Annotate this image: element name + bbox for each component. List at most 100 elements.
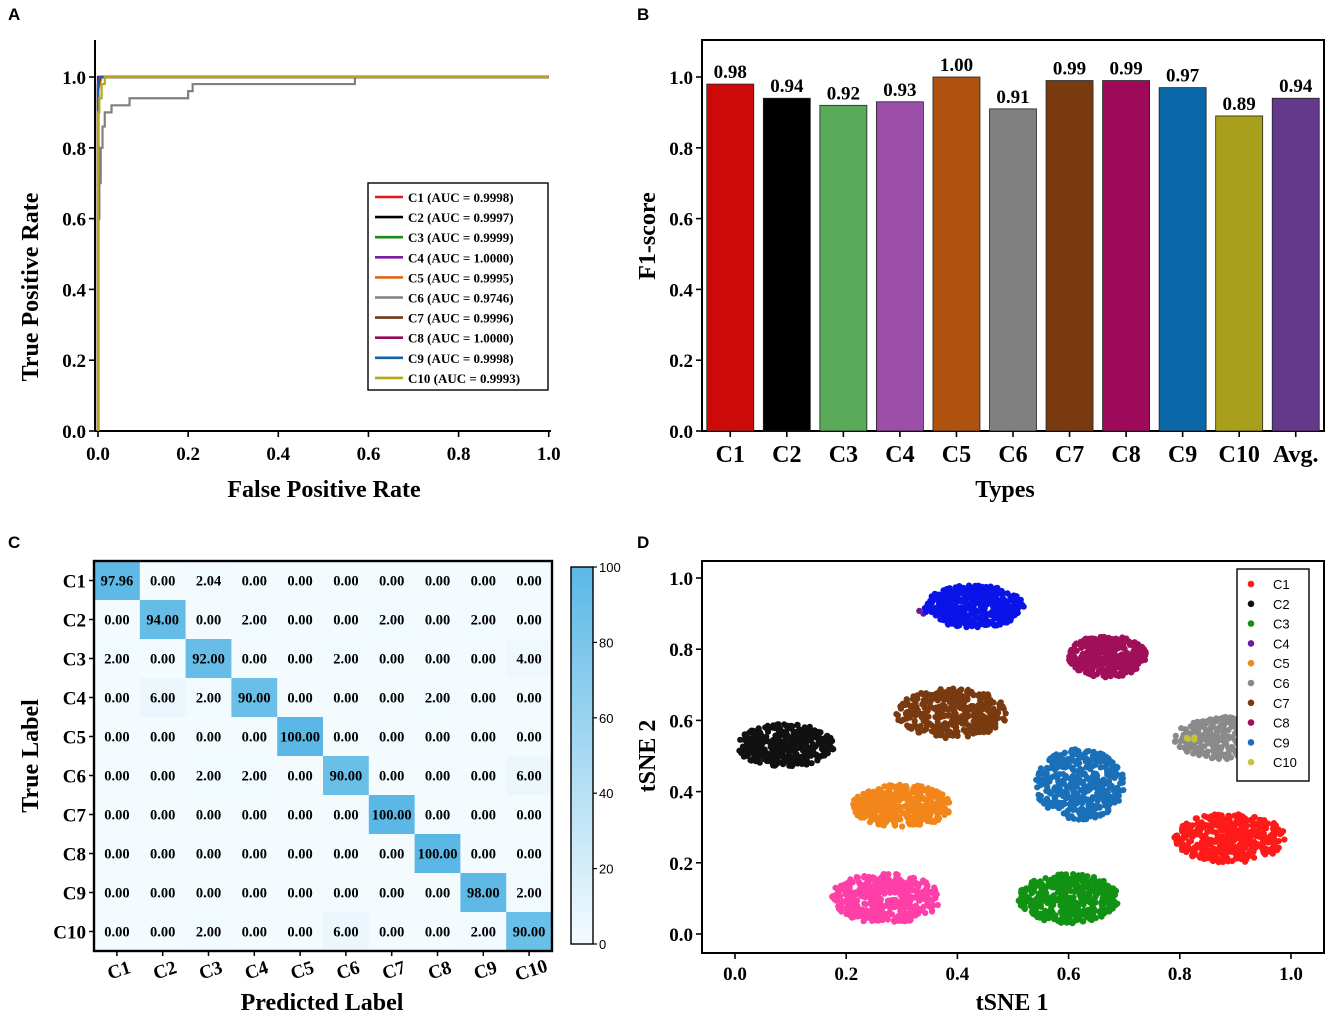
tsne-legend-marker: [1247, 679, 1255, 687]
f1-x-tick-label: C2: [772, 442, 801, 468]
cm-x-tick-label: C3: [197, 957, 226, 984]
cm-cell: [185, 912, 232, 952]
tsne-point: [910, 874, 917, 881]
tsne-point: [914, 884, 922, 891]
cm-x-axis-title: Predicted Label: [241, 990, 404, 1016]
tsne-point: [858, 906, 866, 913]
cm-cell-value: 0.00: [196, 730, 221, 746]
tsne-point: [886, 909, 893, 916]
tsne-point: [794, 744, 802, 751]
tsne-point: [915, 783, 922, 790]
tsne-point: [1071, 642, 1078, 649]
tsne-point: [868, 800, 876, 807]
tsne-point: [942, 809, 949, 816]
tsne-point: [1242, 815, 1249, 822]
tsne-point: [935, 692, 942, 699]
f1-bar-value-label: 0.92: [827, 83, 860, 104]
tsne-point: [916, 607, 923, 615]
tsne-legend-marker: [1247, 620, 1255, 627]
cm-y-tick-label: C5: [63, 728, 86, 749]
tsne-point: [771, 762, 778, 769]
f1-y-tick-label: 0.2: [669, 351, 693, 372]
tsne-point: [954, 622, 961, 630]
tsne-point: [987, 710, 994, 717]
cm-cell-value: 0.00: [379, 691, 404, 707]
f1-x-tick-label: C5: [942, 442, 971, 468]
tsne-point: [1031, 902, 1038, 909]
tsne-point: [964, 688, 971, 695]
cm-y-tick-label: C4: [63, 689, 87, 710]
tsne-cluster-c1: [1171, 811, 1288, 866]
tsne-point: [1223, 822, 1230, 829]
tsne-point: [872, 907, 879, 914]
tsne-point: [1057, 883, 1064, 891]
tsne-point: [1270, 846, 1277, 853]
f1-bar-value-label: 1.00: [940, 55, 973, 76]
tsne-point: [957, 598, 964, 605]
tsne-point: [868, 816, 875, 823]
tsne-point: [873, 792, 880, 800]
cm-cell: [506, 639, 553, 679]
tsne-point: [1232, 830, 1239, 837]
tsne-point: [1215, 822, 1222, 830]
cm-cell: [277, 756, 324, 796]
cm-cell: [460, 834, 507, 874]
tsne-point: [1117, 670, 1124, 678]
tsne-point: [1257, 830, 1264, 837]
cm-cell-value: 2.00: [379, 613, 404, 629]
tsne-point: [980, 725, 987, 732]
tsne-point: [890, 917, 898, 924]
roc-x-tick-label: 0.4: [266, 444, 290, 465]
tsne-point: [1089, 903, 1096, 910]
cm-cell-value: 0.00: [196, 613, 221, 629]
cm-cell: [231, 678, 278, 718]
panel-letter-a: A: [8, 5, 20, 24]
f1-x-tick-label: C1: [716, 442, 745, 468]
tsne-point: [914, 908, 921, 915]
cm-cell: [460, 600, 507, 640]
tsne-point: [822, 748, 829, 755]
tsne-point: [780, 732, 787, 739]
tsne-point: [1251, 841, 1258, 848]
tsne-point: [939, 702, 946, 709]
tsne-point: [1107, 758, 1115, 765]
tsne-point: [938, 601, 945, 608]
tsne-point: [1230, 746, 1237, 753]
tsne-point: [775, 754, 782, 761]
tsne-point: [1071, 789, 1078, 796]
tsne-point: [1215, 833, 1222, 841]
tsne-point: [1044, 765, 1051, 772]
cm-cell-value: 2.04: [196, 574, 221, 590]
cm-cell: [277, 678, 324, 718]
tsne-point: [1083, 784, 1090, 791]
tsne-point: [866, 883, 874, 890]
tsne-point: [1097, 764, 1104, 771]
tsne-point: [903, 794, 911, 801]
tsne-point: [876, 817, 883, 824]
tsne-point: [895, 717, 902, 724]
cm-y-tick-label: C3: [63, 650, 86, 671]
tsne-point: [939, 791, 946, 798]
tsne-point: [968, 688, 975, 695]
cm-cell-value: 0.00: [104, 925, 129, 941]
tsne-point: [1122, 667, 1129, 674]
tsne-point: [1033, 776, 1040, 783]
tsne-point: [1037, 878, 1044, 885]
tsne-point: [894, 885, 901, 892]
tsne-point: [1045, 788, 1052, 795]
cm-x-tick-label: C10: [513, 956, 551, 986]
f1-y-axis-title: F1-score: [635, 192, 661, 280]
tsne-point: [854, 906, 861, 913]
tsne-point: [1037, 910, 1044, 917]
tsne-point: [1107, 660, 1114, 667]
tsne-point: [1080, 873, 1087, 880]
cm-cell-value: 0.00: [242, 574, 267, 590]
tsne-plot-frame: [701, 560, 1325, 954]
tsne-legend-label: C2: [1273, 597, 1290, 612]
cm-cell-value: 0.00: [242, 886, 267, 902]
tsne-point: [1040, 770, 1047, 777]
tsne-point: [1131, 639, 1138, 646]
tsne-point: [1052, 897, 1059, 904]
cb-tick-label: 0: [599, 937, 606, 952]
tsne-point: [1100, 633, 1108, 640]
